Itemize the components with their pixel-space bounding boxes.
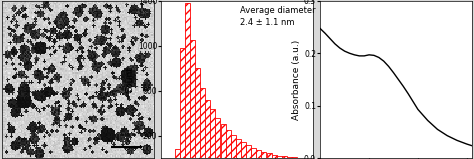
Bar — [185, 3, 190, 158]
Bar — [195, 68, 200, 158]
Bar — [190, 40, 195, 158]
Bar — [277, 156, 282, 158]
Bar — [282, 156, 287, 158]
Bar — [266, 153, 272, 158]
Bar — [256, 150, 261, 158]
Bar — [246, 145, 251, 158]
Bar — [262, 152, 266, 158]
Y-axis label: Count: Count — [126, 66, 135, 93]
Bar — [220, 124, 226, 158]
Bar — [200, 89, 205, 158]
Bar — [272, 155, 277, 158]
Bar — [241, 142, 246, 158]
Bar — [236, 138, 241, 158]
Bar — [251, 148, 256, 158]
Text: Average diameter
2.4 ± 1.1 nm: Average diameter 2.4 ± 1.1 nm — [240, 6, 316, 27]
Y-axis label: Absorbance (a.u.): Absorbance (a.u.) — [292, 39, 301, 120]
Bar — [216, 118, 220, 158]
Bar — [226, 130, 231, 158]
Bar — [292, 157, 297, 158]
Bar — [231, 135, 236, 158]
Bar — [174, 149, 180, 158]
Bar — [210, 109, 215, 158]
Bar — [180, 48, 185, 158]
Bar — [287, 157, 292, 158]
Bar — [205, 100, 210, 158]
